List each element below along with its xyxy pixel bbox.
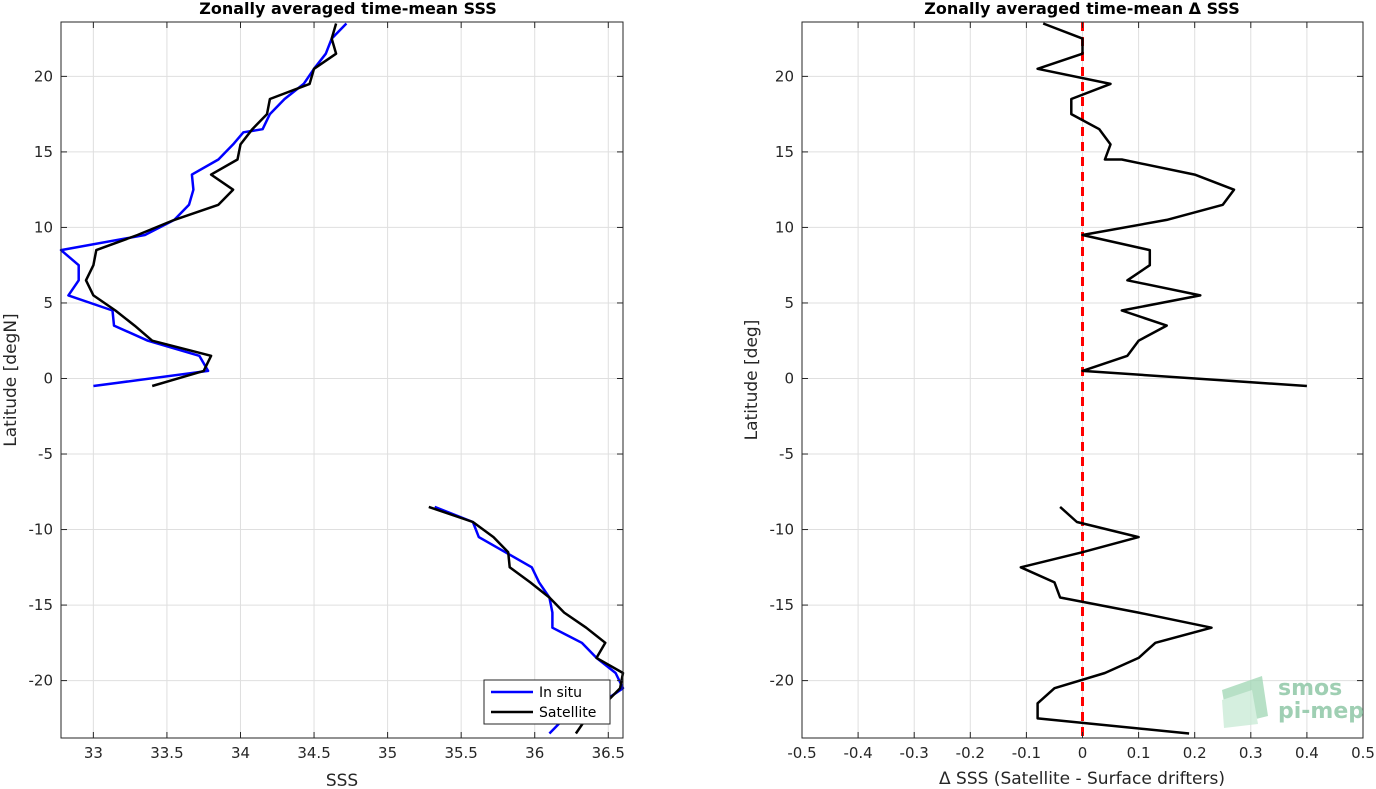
left-series-satellite-line xyxy=(428,505,625,735)
right-grid xyxy=(801,22,1364,738)
legend-label-satellite: Satellite xyxy=(539,705,596,721)
right-y-tick-label: 5 xyxy=(784,294,794,312)
right-x-tick-label: -0.3 xyxy=(900,744,929,762)
right-x-tick-label: 0.3 xyxy=(1239,744,1263,762)
legend: In situ Satellite xyxy=(483,679,611,725)
right-x-tick-label: -0.5 xyxy=(787,744,816,762)
left-ytick-labels: -20 -15 -10 -5 0 5 10 15 20 xyxy=(29,67,54,689)
left-y-tick-label: 10 xyxy=(34,218,53,236)
left-chart-title: Zonally averaged time-mean SSS xyxy=(199,0,497,18)
logo-text-smos: smos xyxy=(1278,676,1342,701)
right-series xyxy=(1019,22,1307,735)
right-y-tick-label: 20 xyxy=(775,67,794,85)
left-x-axis-label: SSS xyxy=(326,771,358,789)
right-ticks xyxy=(801,22,1364,738)
right-y-axis-label: Latitude [deg] xyxy=(742,320,762,441)
logo-text-pi-mep: pi-mep xyxy=(1278,699,1364,724)
left-x-tick-label: 36.5 xyxy=(592,744,625,762)
left-x-tick-label: 34.5 xyxy=(297,744,330,762)
right-x-tick-label: 0.5 xyxy=(1351,744,1375,762)
right-x-tick-label: 0 xyxy=(1078,744,1088,762)
left-axes-frame xyxy=(60,21,624,739)
right-x-tick-label: -0.4 xyxy=(843,744,872,762)
right-x-axis-label: Δ SSS (Satellite - Surface drifters) xyxy=(939,769,1225,789)
logo-wave-icon-2 xyxy=(1222,690,1258,728)
right-x-tick-label: 0.1 xyxy=(1127,744,1151,762)
right-y-tick-label: -10 xyxy=(770,521,795,539)
left-xtick-labels: 33 33.5 34 34.5 35 35.5 36 36.5 xyxy=(84,744,625,762)
right-y-tick-label: -20 xyxy=(770,672,795,690)
left-y-tick-label: 0 xyxy=(43,369,53,387)
right-ytick-labels: -20 -15 -10 -5 0 5 10 15 20 xyxy=(770,67,795,689)
right-x-tick-label: -0.1 xyxy=(1012,744,1041,762)
left-y-tick-label: 20 xyxy=(34,67,53,85)
right-series-delta-sss-line xyxy=(1019,505,1213,735)
left-x-tick-label: 33.5 xyxy=(150,744,183,762)
right-xtick-labels: -0.5 -0.4 -0.3 -0.2 -0.1 0 0.1 0.2 0.3 0.4 0.5 xyxy=(787,744,1375,762)
left-x-tick-label: 36 xyxy=(525,744,544,762)
left-x-tick-label: 35 xyxy=(378,744,397,762)
right-y-tick-label: -15 xyxy=(770,596,795,614)
left-y-axis-label: Latitude [degN] xyxy=(1,313,21,446)
smos-pi-mep-logo: smos pi-mep xyxy=(1222,676,1364,728)
left-y-tick-label: -10 xyxy=(29,521,54,539)
left-ticks xyxy=(61,22,623,738)
legend-label-in-situ: In situ xyxy=(539,685,582,701)
right-y-tick-label: -5 xyxy=(779,445,794,463)
left-y-tick-label: -20 xyxy=(29,672,54,690)
right-chart: Zonally averaged time-mean Δ SSS -0.5 -0.… xyxy=(742,0,1375,789)
left-y-tick-label: 5 xyxy=(43,294,53,312)
right-y-tick-label: 15 xyxy=(775,143,794,161)
left-grid xyxy=(61,22,623,738)
left-series-satellite-line xyxy=(84,23,338,388)
right-chart-title: Zonally averaged time-mean Δ SSS xyxy=(924,0,1240,18)
right-x-tick-label: -0.2 xyxy=(956,744,985,762)
left-chart: Zonally averaged time-mean SSS 33 33.5 34 3… xyxy=(1,0,625,789)
left-y-tick-label: -15 xyxy=(29,596,54,614)
left-y-tick-label: -5 xyxy=(38,445,53,463)
left-x-tick-label: 34 xyxy=(231,744,250,762)
legend-box xyxy=(483,679,611,725)
right-x-tick-label: 0.2 xyxy=(1183,744,1207,762)
right-series-delta-sss-line xyxy=(1036,22,1307,388)
left-x-tick-label: 35.5 xyxy=(444,744,477,762)
left-series-in-situ-line xyxy=(59,22,348,388)
right-y-tick-label: 0 xyxy=(784,369,794,387)
left-x-tick-label: 33 xyxy=(84,744,103,762)
left-series xyxy=(59,22,625,735)
right-x-tick-label: 0.4 xyxy=(1295,744,1319,762)
left-y-tick-label: 15 xyxy=(34,143,53,161)
right-y-tick-label: 10 xyxy=(775,218,794,236)
